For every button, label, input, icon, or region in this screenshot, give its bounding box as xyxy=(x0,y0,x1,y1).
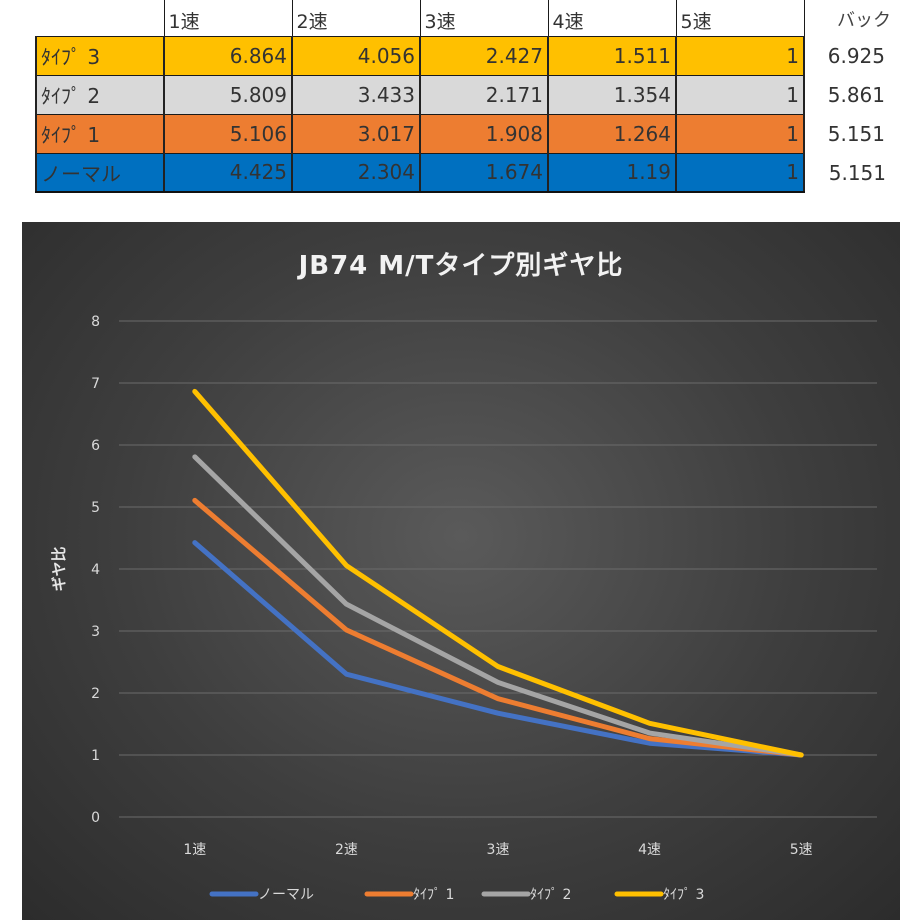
y-tick-label: 8 xyxy=(91,314,100,330)
table-cell: 4.056 xyxy=(291,35,421,76)
table-cell: 5.809 xyxy=(163,74,293,115)
legend-label-0: ノーマル xyxy=(258,887,314,903)
header-cell-gear4: 4速 xyxy=(547,0,677,37)
header-cell-gear5: 5速 xyxy=(675,0,805,37)
x-tick-label: 3速 xyxy=(487,842,510,858)
gear-ratio-line-chart: JB74 M/Tタイプ別ギヤ比 0 1 2 3 4 5 6 7 8 1速 2速 3速 4速 5速 ギヤ比 ノ… xyxy=(50,251,877,903)
x-tick-label: 5速 xyxy=(790,842,813,858)
y-tick-label: 2 xyxy=(91,686,100,702)
table-cell: 1 xyxy=(675,74,805,115)
y-tick-label: 6 xyxy=(91,438,100,454)
chart-title: JB74 M/Tタイプ別ギヤ比 xyxy=(297,251,624,281)
table-cell: 1 xyxy=(675,35,805,76)
x-tick-label: 1速 xyxy=(183,842,206,858)
row-label: ﾀｲﾌﾟ 1 xyxy=(35,113,165,154)
table-row-type3: ﾀｲﾌﾟ 3 6.864 4.056 2.427 1.511 1 6.925 xyxy=(35,35,904,76)
table-cell: 5.106 xyxy=(163,113,293,154)
gear-ratio-table: 1速 2速 3速 4速 5速 バック ﾀｲﾌﾟ 3 6.864 4.056 2.… xyxy=(35,0,905,193)
table-cell: 1.264 xyxy=(547,113,677,154)
back-gear-value: 5.151 xyxy=(804,114,904,153)
legend-label-1: ﾀｲﾌﾟ 1 xyxy=(413,887,454,903)
table-cell: 1.19 xyxy=(547,152,677,193)
series-line-3 xyxy=(192,388,804,758)
chart-panel: JB74 M/Tタイプ別ギヤ比 0 1 2 3 4 5 6 7 8 1速 2速 3速 4速 5速 ギヤ比 ノ… xyxy=(22,222,900,920)
y-tick-label: 5 xyxy=(91,500,100,516)
header-cell-back: バック xyxy=(804,0,904,36)
table-row-type2: ﾀｲﾌﾟ 2 5.809 3.433 2.171 1.354 1 5.861 xyxy=(35,74,904,115)
y-tick-label: 0 xyxy=(91,810,100,826)
table-row-normal: ノーマル 4.425 2.304 1.674 1.19 1 5.151 xyxy=(35,152,904,193)
y-axis-label: ギヤ比 xyxy=(50,546,68,591)
series-line-1 xyxy=(192,497,804,758)
y-tick-label: 1 xyxy=(91,748,100,764)
back-gear-value: 5.861 xyxy=(804,75,904,114)
series-line-0 xyxy=(192,540,804,758)
table-cell: 2.427 xyxy=(419,35,549,76)
table-cell: 3.433 xyxy=(291,74,421,115)
table-cell: 1 xyxy=(675,113,805,154)
table-cell: 1.354 xyxy=(547,74,677,115)
x-tick-label: 2速 xyxy=(335,842,358,858)
table-row-type1: ﾀｲﾌﾟ 1 5.106 3.017 1.908 1.264 1 5.151 xyxy=(35,113,904,154)
header-cell-blank xyxy=(36,0,165,37)
table-cell: 6.864 xyxy=(163,35,293,76)
table-cell: 1.908 xyxy=(419,113,549,154)
y-tick-label: 7 xyxy=(91,376,100,392)
back-gear-value: 6.925 xyxy=(804,36,904,75)
series-line-2 xyxy=(192,454,804,758)
row-label: ノーマル xyxy=(35,152,165,193)
table-cell: 1.511 xyxy=(547,35,677,76)
header-cell-gear1: 1速 xyxy=(163,0,293,37)
table-cell: 1 xyxy=(675,152,805,193)
table-header-row: 1速 2速 3速 4速 5速 バック xyxy=(36,0,904,37)
y-tick-label: 4 xyxy=(91,562,100,578)
table-cell: 1.674 xyxy=(419,152,549,193)
table-cell: 3.017 xyxy=(291,113,421,154)
y-tick-label: 3 xyxy=(91,624,100,640)
header-cell-gear2: 2速 xyxy=(291,0,421,37)
row-label: ﾀｲﾌﾟ 3 xyxy=(35,35,165,76)
legend-label-2: ﾀｲﾌﾟ 2 xyxy=(530,887,571,903)
header-cell-gear3: 3速 xyxy=(419,0,549,37)
back-gear-value: 5.151 xyxy=(804,153,904,192)
x-tick-label: 4速 xyxy=(638,842,661,858)
row-label: ﾀｲﾌﾟ 2 xyxy=(35,74,165,115)
table-cell: 4.425 xyxy=(163,152,293,193)
table-cell: 2.171 xyxy=(419,74,549,115)
table-cell: 2.304 xyxy=(291,152,421,193)
legend-label-3: ﾀｲﾌﾟ 3 xyxy=(663,887,704,903)
